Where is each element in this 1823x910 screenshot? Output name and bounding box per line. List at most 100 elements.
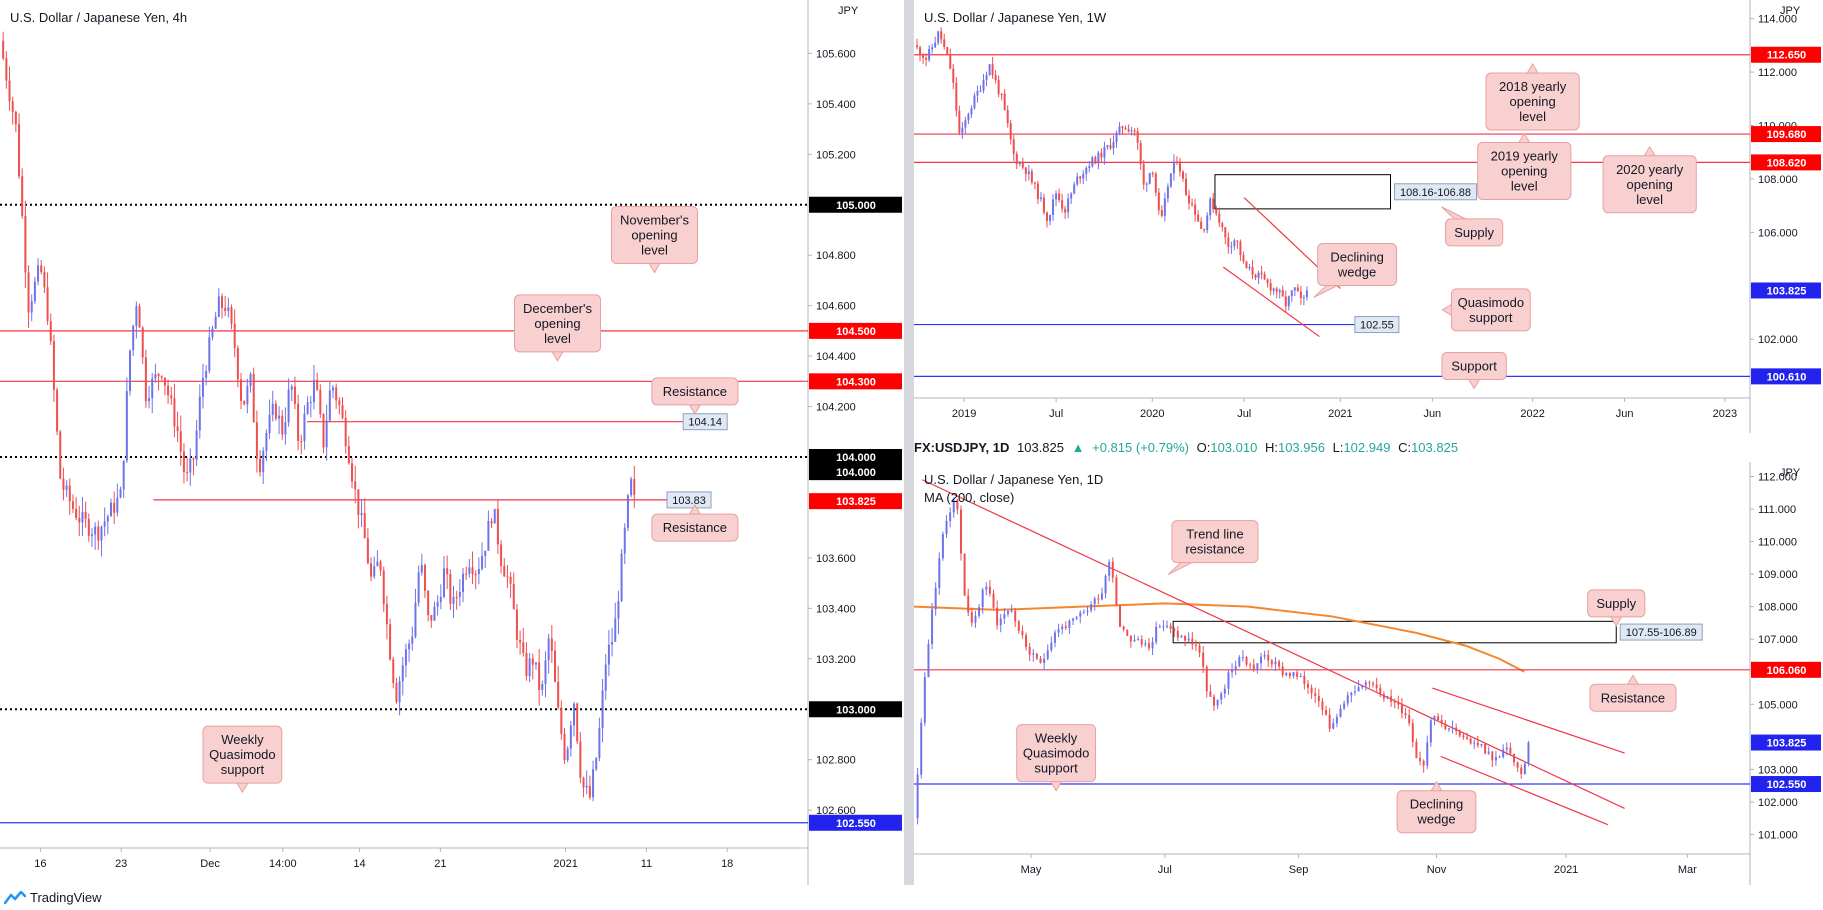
- candle-body: [1046, 650, 1049, 659]
- annotation-callout[interactable]: Resistance: [1589, 674, 1677, 712]
- candle-body: [233, 323, 236, 349]
- x-tick-label: 2019: [952, 408, 976, 420]
- candle-body: [557, 681, 560, 708]
- currency-label: JPY: [1780, 5, 1801, 17]
- candle-body: [414, 602, 417, 637]
- symbol-name[interactable]: FX:USDJPY, 1D: [914, 440, 1010, 455]
- candle-body: [1021, 163, 1024, 168]
- candle-body: [1339, 708, 1342, 717]
- price-tag-bg: [1751, 126, 1821, 143]
- annotation-box: [202, 725, 283, 784]
- candle-body: [1234, 666, 1237, 670]
- x-tick-label: Nov: [1427, 864, 1447, 876]
- candle-body: [585, 785, 588, 788]
- price-tag-bg: [809, 701, 902, 718]
- candle-body: [297, 403, 300, 442]
- candle-body: [1043, 658, 1046, 664]
- annotation-text: Weekly: [1035, 731, 1078, 746]
- candle-body: [1390, 696, 1393, 702]
- candle-body: [949, 512, 952, 522]
- annotation-box: [1171, 520, 1259, 564]
- candle-body: [287, 389, 290, 423]
- candle-body: [1203, 228, 1206, 231]
- annotation-text: opening: [631, 228, 677, 243]
- candle-body: [1245, 261, 1248, 269]
- candle-body: [176, 426, 179, 432]
- candle-body: [1293, 287, 1296, 291]
- x-tick-label: 2021: [1328, 408, 1352, 420]
- candle-body: [1003, 614, 1006, 619]
- candle-body: [1108, 561, 1111, 576]
- candle-body: [1118, 126, 1121, 133]
- price-tag-bg: [809, 322, 902, 339]
- vertical-divider[interactable]: [904, 0, 914, 885]
- candle-body: [1000, 93, 1003, 95]
- candle-body: [1021, 630, 1024, 636]
- candle-body: [1281, 666, 1284, 676]
- candle-body: [1230, 246, 1233, 248]
- x-tick-label: 16: [34, 858, 46, 870]
- candle-body: [300, 441, 303, 443]
- candle-body: [934, 587, 937, 610]
- candle-body: [14, 111, 17, 125]
- candle-body: [1505, 747, 1508, 750]
- candle-body: [952, 68, 955, 83]
- candle-body: [1079, 612, 1082, 617]
- candle-body: [1357, 687, 1360, 692]
- annotation-text: Weekly: [221, 732, 264, 747]
- tradingview-logo-icon[interactable]: [4, 891, 26, 905]
- annotation-callout[interactable]: Supply: [1441, 206, 1504, 247]
- candle-body: [1197, 214, 1200, 222]
- candle-body: [354, 481, 357, 490]
- candle-body: [344, 418, 347, 447]
- candle-body: [592, 769, 595, 798]
- annotation-callout[interactable]: Resistance: [651, 504, 739, 542]
- candle-body: [262, 450, 265, 473]
- candle-body: [573, 703, 576, 726]
- tradingview-brand[interactable]: TradingView: [30, 890, 102, 905]
- annotation-box: [1589, 683, 1677, 712]
- candle-body: [338, 400, 341, 406]
- candle-body: [227, 307, 230, 312]
- annotation-box: [1396, 790, 1477, 834]
- candle-body: [579, 741, 582, 778]
- chart-weekly[interactable]: 102.000104.000106.000108.000110.000112.0…: [914, 0, 1823, 433]
- candle-body: [1191, 203, 1194, 205]
- annotation-callout[interactable]: Supply: [1587, 589, 1646, 627]
- annotation-callout[interactable]: Support: [1441, 351, 1507, 390]
- candle-body: [1109, 145, 1112, 149]
- annotation-callout[interactable]: Resistance: [651, 377, 739, 415]
- candle-body: [52, 341, 55, 390]
- chart-4h[interactable]: 102.600 102.800 103.200 103.400 103.600 104.2…: [0, 0, 904, 885]
- candle-body: [1172, 161, 1175, 174]
- candle-body: [963, 553, 966, 596]
- level-callout: 104.14: [688, 417, 722, 429]
- candle-body: [1321, 701, 1324, 710]
- candle-body: [319, 389, 322, 415]
- candle-body: [519, 639, 522, 643]
- chart-daily[interactable]: 101.000102.000103.000105.000106.000107.0…: [914, 462, 1823, 885]
- price-tag: 104.500: [836, 326, 876, 338]
- candle-body: [1296, 287, 1299, 292]
- price-tag: 109.680: [1767, 129, 1807, 141]
- candle-body: [604, 664, 607, 691]
- candle-body: [538, 662, 541, 690]
- y-tick-label: 104.600: [816, 301, 856, 313]
- candle-body: [249, 373, 252, 387]
- candle-body: [103, 521, 106, 527]
- candle-body: [11, 101, 14, 112]
- candle-body: [1411, 723, 1414, 742]
- y-tick-label: 106.000: [1758, 227, 1798, 239]
- candle-body: [1194, 644, 1197, 646]
